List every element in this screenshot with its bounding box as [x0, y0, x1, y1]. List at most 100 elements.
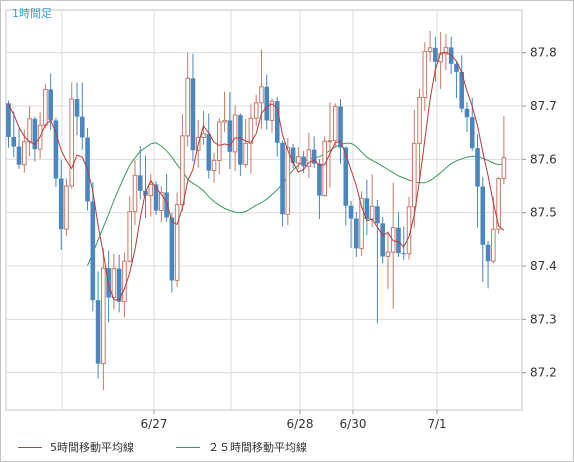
candle [259, 49, 264, 129]
candle [296, 147, 301, 169]
candle [396, 212, 401, 257]
candle-body-up [111, 268, 117, 298]
candle-body-up [159, 191, 164, 212]
candle [264, 74, 270, 130]
candle [6, 100, 11, 148]
candle [74, 82, 80, 136]
candle-body-up [496, 178, 501, 230]
candle-body-up [369, 205, 375, 220]
candle [169, 212, 175, 293]
candle-body-up [422, 51, 428, 98]
candle [348, 200, 354, 248]
candle-body-down [464, 108, 470, 118]
candle [132, 159, 138, 225]
candle-body-down [238, 115, 243, 165]
candlestick-chart: 87.2 87.3 87.4 87.5 87.6 87.7 87.8 6/27 6/28 6/3… [5, 7, 557, 430]
candle-body-down [475, 148, 480, 187]
legend-ma25: ２５時間移動平均線 [176, 438, 307, 456]
candle-body-down [153, 184, 159, 211]
candle-body-down [317, 163, 322, 196]
candle [43, 84, 48, 129]
candle [322, 136, 327, 197]
candle-body-down [485, 244, 491, 262]
candle [185, 52, 190, 147]
candle-body-up [285, 147, 291, 215]
candle-body-down [401, 253, 407, 255]
candle [217, 118, 222, 175]
candle-body-down [290, 147, 296, 164]
candle [454, 61, 459, 98]
candle-body-down [480, 186, 486, 245]
candle-body-down [190, 78, 196, 151]
y-tick-label: 87.8 [530, 46, 557, 60]
candle-body-up [222, 119, 227, 123]
candle-body-down [16, 146, 22, 165]
ma5-line [8, 51, 505, 301]
candle-body-up [122, 260, 127, 303]
candle [79, 82, 85, 150]
candle-body-down [380, 223, 385, 257]
candle-body-down [454, 63, 459, 72]
candle-body-down [459, 71, 465, 109]
candle-body-up [390, 227, 396, 253]
candle-body-up [306, 149, 312, 167]
y-tick-label: 87.4 [530, 259, 557, 273]
candle [243, 118, 248, 168]
candle [354, 212, 359, 257]
candle [327, 102, 333, 188]
candle [433, 36, 438, 82]
candle [306, 132, 312, 178]
candle [459, 55, 465, 113]
candle-body-up [417, 96, 422, 144]
candle-body-down [74, 99, 80, 117]
candle-body-down [354, 218, 359, 249]
candle [427, 30, 433, 62]
candle-body-up [269, 100, 275, 121]
candle-body-up [332, 106, 338, 142]
candle [401, 226, 407, 261]
candle [201, 110, 206, 145]
candle-body-down [90, 201, 96, 301]
candle [385, 233, 391, 289]
candle-body-up [69, 98, 75, 187]
x-tick-label: 6/30 [340, 417, 367, 430]
timeframe-label: 1時間足 [12, 7, 52, 20]
candle [58, 159, 64, 250]
candle [417, 88, 422, 183]
candle [11, 111, 17, 158]
candle-body-up [22, 141, 27, 166]
candle-body-down [58, 178, 64, 230]
ma5-series [8, 51, 505, 301]
candle-body-up [185, 77, 190, 137]
candle [285, 138, 291, 225]
candle-body-up [201, 133, 206, 138]
candle-body-down [206, 133, 212, 171]
candle-body-down [311, 149, 317, 164]
candle-body-down [375, 206, 380, 224]
candle-body-down [280, 142, 285, 215]
candle [364, 179, 370, 236]
candle [69, 82, 75, 189]
x-tick-label: 7/1 [427, 417, 446, 430]
candle-body-down [95, 300, 101, 364]
candle-body-down [137, 175, 143, 191]
candle-body-up [322, 140, 327, 197]
candle [380, 216, 385, 264]
candle [390, 182, 396, 309]
candle-body-up [211, 159, 217, 172]
candle [222, 91, 227, 133]
candle-body-up [501, 157, 507, 180]
y-tick-label: 87.2 [530, 366, 557, 380]
candle-body-up [385, 251, 391, 257]
candle-body-down [116, 268, 122, 302]
candle-body-up [259, 86, 264, 104]
candle-body-down [274, 101, 280, 143]
candle [137, 146, 143, 200]
plot-area [5, 9, 523, 411]
candle [159, 186, 164, 223]
candle [95, 271, 101, 379]
candle-body-down [433, 47, 438, 62]
candle [253, 94, 259, 127]
candle [111, 253, 117, 310]
candle [485, 240, 491, 289]
